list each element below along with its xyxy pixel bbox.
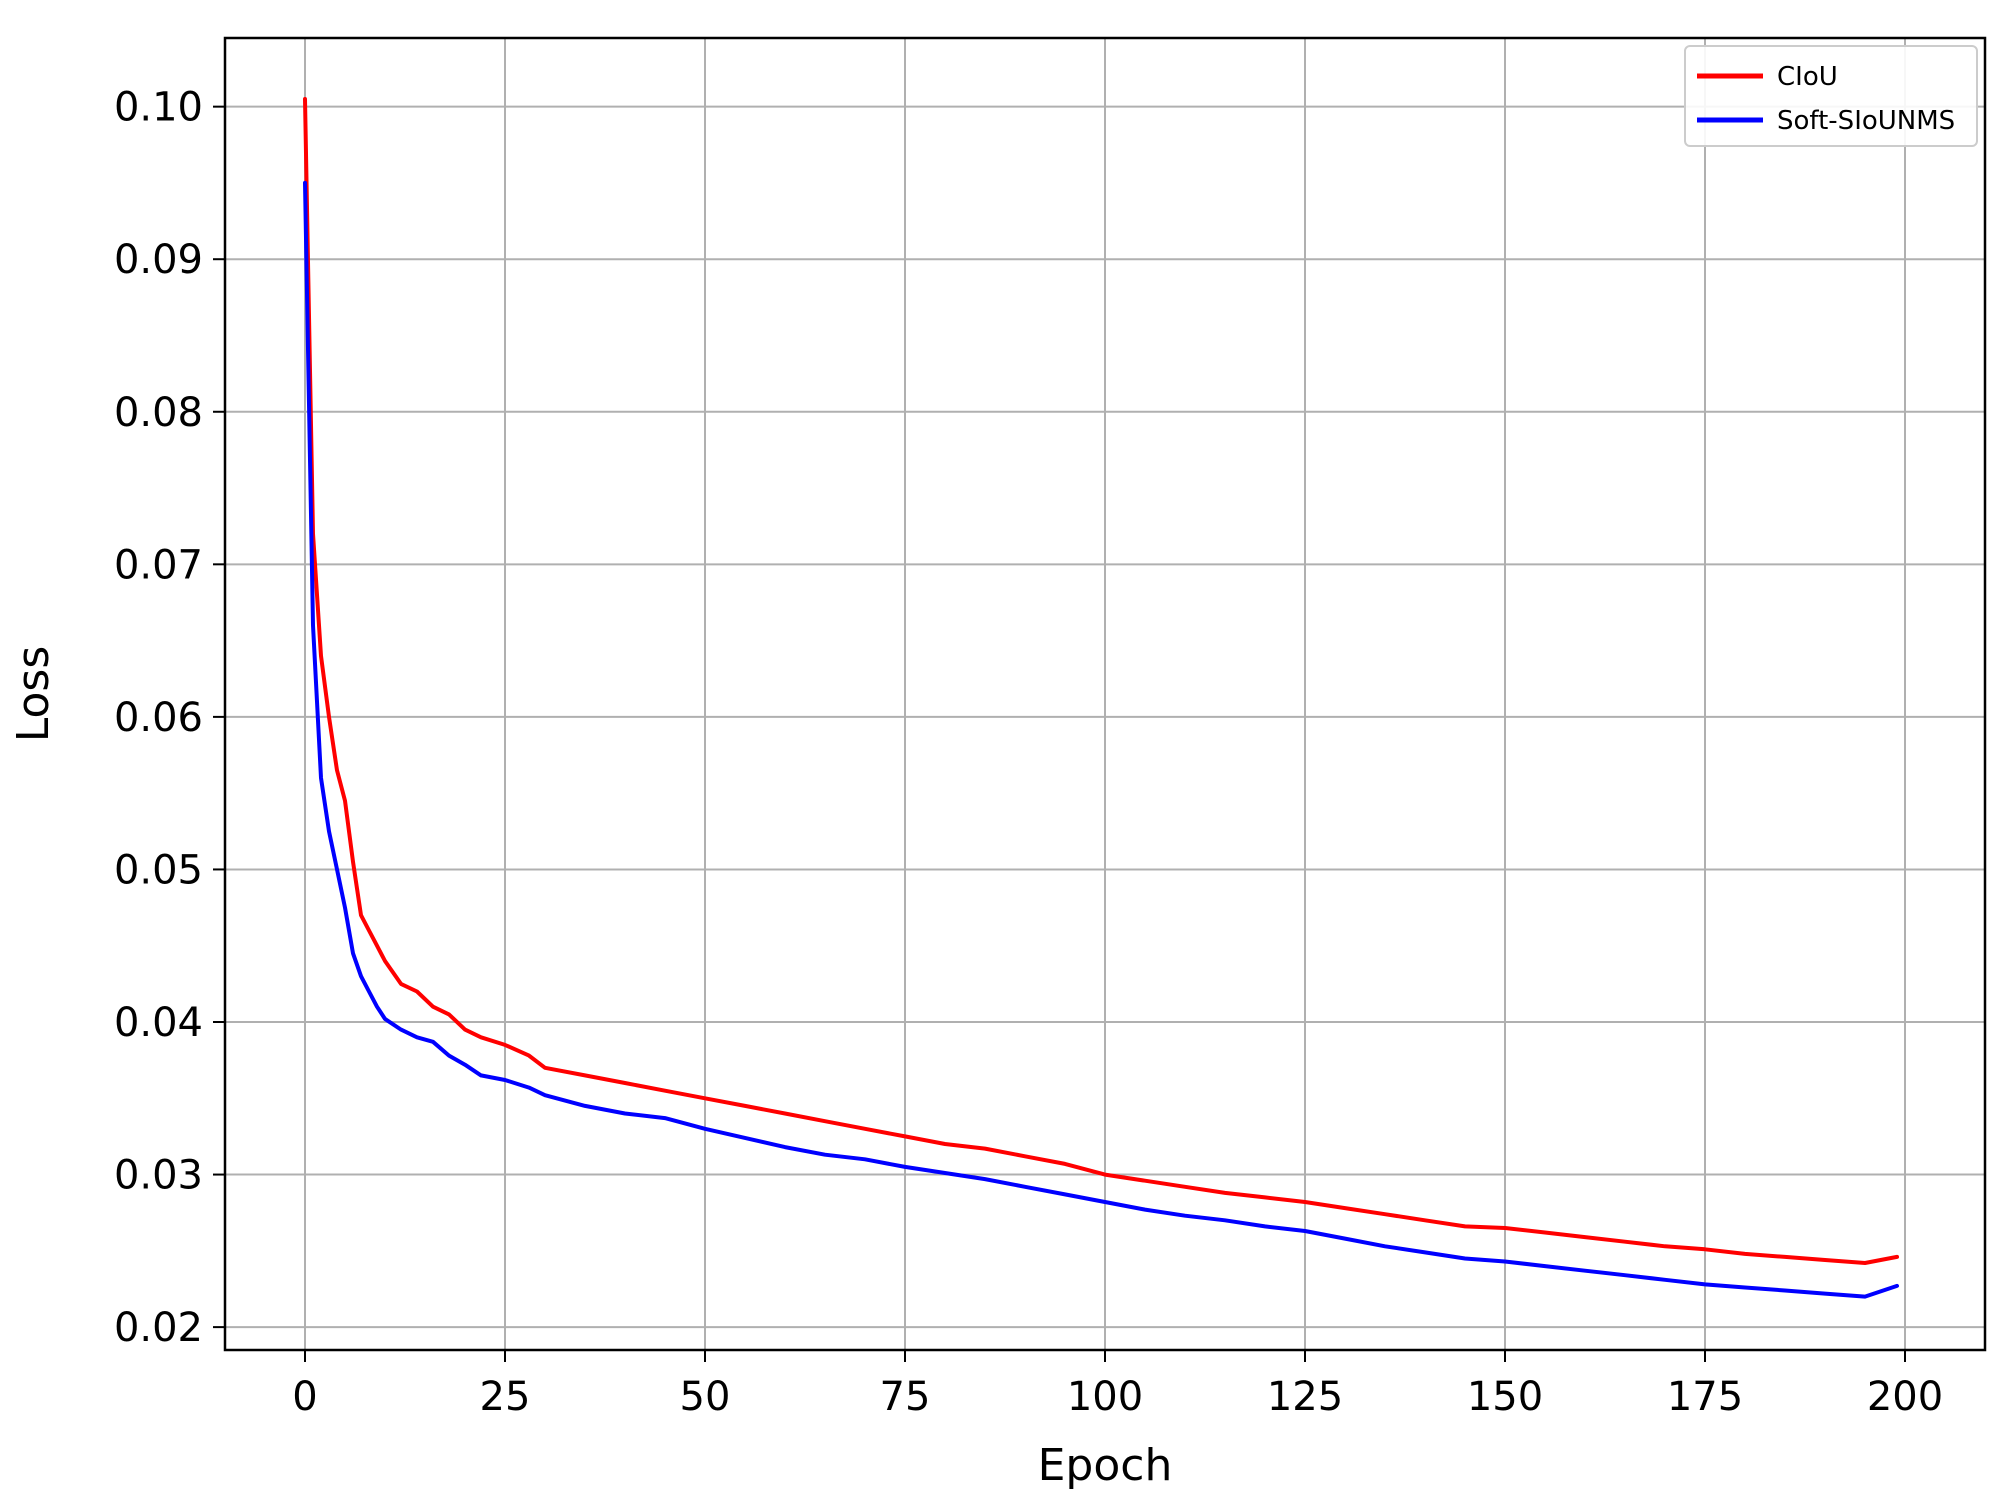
series-line-0 [303, 97, 1899, 1265]
x-tick-label: 125 [1267, 1374, 1343, 1420]
series-line-1 [303, 180, 1899, 1299]
x-tick-label: 75 [880, 1374, 931, 1420]
y-tick-label: 0.03 [114, 1153, 203, 1199]
y-axis-label: Loss [8, 646, 59, 743]
y-tick-label: 0.10 [114, 85, 203, 131]
x-axis-label: Epoch [1038, 1440, 1173, 1491]
y-tick-label: 0.09 [114, 237, 203, 283]
y-tick-label: 0.08 [114, 390, 203, 436]
legend-label-1: Soft-SIoUNMS [1777, 106, 1955, 136]
x-tick-label: 0 [292, 1374, 317, 1420]
legend-label-0: CIoU [1777, 62, 1838, 92]
y-tick-label: 0.07 [114, 542, 203, 588]
x-tick-label: 175 [1667, 1374, 1743, 1420]
x-tick-label: 25 [480, 1374, 531, 1420]
y-tick-label: 0.04 [114, 1000, 203, 1046]
x-tick-label: 100 [1067, 1374, 1143, 1420]
y-tick-label: 0.02 [114, 1305, 203, 1351]
y-tick-label: 0.06 [114, 695, 203, 741]
grid [225, 38, 1985, 1350]
x-tick-label: 200 [1867, 1374, 1943, 1420]
y-axis-ticks: 0.02 0.03 0.04 0.05 0.06 0.07 0.08 0.09 0.10 [114, 85, 225, 1351]
y-tick-label: 0.05 [114, 847, 203, 893]
x-tick-label: 50 [680, 1374, 731, 1420]
x-tick-label: 150 [1467, 1374, 1543, 1420]
x-axis-ticks: 0 25 50 75 100 125 150 175 200 [292, 1350, 1943, 1420]
legend: CIoU Soft-SIoUNMS [1684, 45, 1978, 147]
series-lines [303, 97, 1899, 1299]
